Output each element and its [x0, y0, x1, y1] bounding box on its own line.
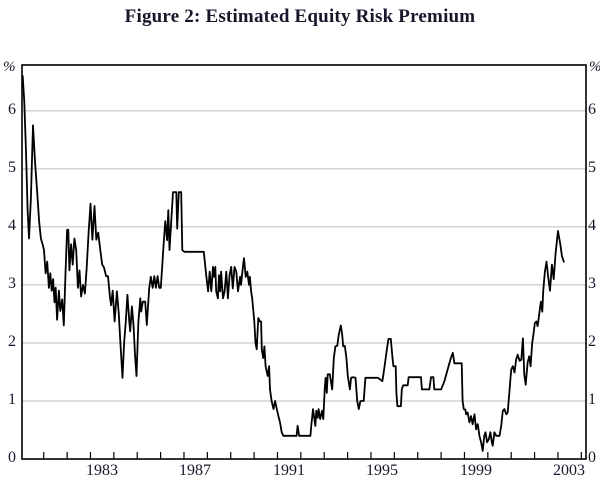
- y-axis-label-left-6: 6: [8, 101, 16, 118]
- y-axis-label-left-1: 1: [8, 391, 16, 408]
- y-axis-label-left-5: 5: [8, 159, 16, 176]
- y-axis-label-right-3: 3: [588, 275, 596, 292]
- y-axis-label-right-5: 5: [588, 159, 596, 176]
- y-axis-label-left-0: 0: [8, 449, 16, 466]
- y-axis-label-left-2: 2: [8, 333, 16, 350]
- y-axis-label-left-4: 4: [8, 217, 16, 234]
- y-axis-label-right-0: 0: [588, 449, 596, 466]
- x-axis-label-1991: 1991: [273, 462, 305, 479]
- y-axis-label-right-1: 1: [588, 391, 596, 408]
- x-axis-label-1987: 1987: [179, 462, 211, 479]
- y-axis-unit-left: %: [3, 59, 16, 75]
- x-axis-label-1995: 1995: [366, 462, 398, 479]
- y-axis-unit-right: %: [589, 58, 600, 76]
- y-axis-label-right-2: 2: [588, 333, 596, 350]
- y-axis-label-right-6: 6: [588, 101, 596, 118]
- y-axis-label-left-3: 3: [8, 275, 16, 292]
- chart-title: Figure 2: Estimated Equity Risk Premium: [124, 6, 476, 27]
- x-axis-label-2003: 2003: [553, 462, 585, 479]
- y-axis-label-right-4: 4: [588, 217, 596, 234]
- x-axis-label-1999: 1999: [460, 462, 492, 479]
- x-axis-label-1983: 1983: [86, 462, 118, 479]
